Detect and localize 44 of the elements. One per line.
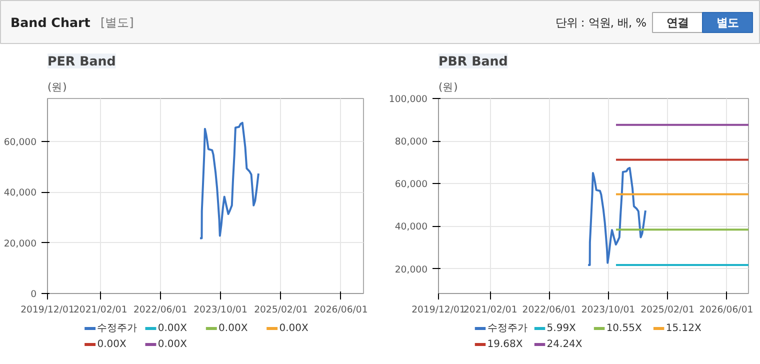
y-tick-label: 80,000 xyxy=(394,136,428,148)
x-tick-label: 2022/06/01 xyxy=(133,304,188,316)
legend-label: 10.55X xyxy=(606,323,642,334)
text: 연결 xyxy=(666,16,688,30)
x-tick-label: 2021/02/01 xyxy=(74,304,128,316)
legend-label: 19.68X xyxy=(487,339,523,350)
y-axis-title: (원) xyxy=(438,80,458,94)
x-tick-label: 2025/02/01 xyxy=(254,304,308,316)
y-tick-label: 60,000 xyxy=(4,137,37,148)
y-tick-label: 40,000 xyxy=(394,222,428,233)
y-tick-label: 20,000 xyxy=(4,238,37,250)
x-tick-label: 2022/06/01 xyxy=(522,304,576,316)
chart-title: PER Band xyxy=(48,54,116,68)
y-tick-label: 100,000 xyxy=(388,94,428,105)
legend-label: 5.99X xyxy=(546,323,576,334)
legend-label: 15.12X xyxy=(666,323,702,334)
legend-label: 0.00X xyxy=(97,339,126,350)
text: [별도] xyxy=(100,16,134,30)
legend-label: 0.00X xyxy=(218,323,248,334)
x-tick-label: 2026/06/01 xyxy=(314,304,368,316)
x-tick-label: 2019/12/01 xyxy=(20,304,74,316)
legend-label: 수정주가 xyxy=(97,323,138,334)
chart-title: PBR Band xyxy=(438,54,508,68)
legend-label: 0.00X xyxy=(158,339,188,350)
line-series xyxy=(199,122,260,240)
legend-label: 0.00X xyxy=(158,323,188,334)
y-axis-title: (원) xyxy=(48,80,67,94)
x-tick-label: 2023/10/01 xyxy=(581,304,636,316)
x-tick-label: 2019/12/01 xyxy=(412,304,466,316)
y-tick-label: 0 xyxy=(30,289,37,300)
text: Band Chart xyxy=(10,15,90,30)
y-tick-label: 60,000 xyxy=(394,179,428,190)
text: 별도 xyxy=(716,16,738,30)
x-tick-label: 2023/10/01 xyxy=(194,304,248,316)
x-tick-label: 2021/02/01 xyxy=(464,304,518,316)
x-tick-label: 2025/02/01 xyxy=(640,304,694,316)
line-series xyxy=(587,166,646,266)
x-tick-label: 2026/06/01 xyxy=(699,304,754,316)
legend-label: 수정주가 xyxy=(487,323,528,334)
y-tick-label: 20,000 xyxy=(394,264,428,276)
legend-label: 24.24X xyxy=(546,339,582,350)
text: 단위 : 억원, 배, % xyxy=(555,16,647,30)
y-tick-label: 40,000 xyxy=(4,188,37,199)
legend-label: 0.00X xyxy=(279,323,308,334)
